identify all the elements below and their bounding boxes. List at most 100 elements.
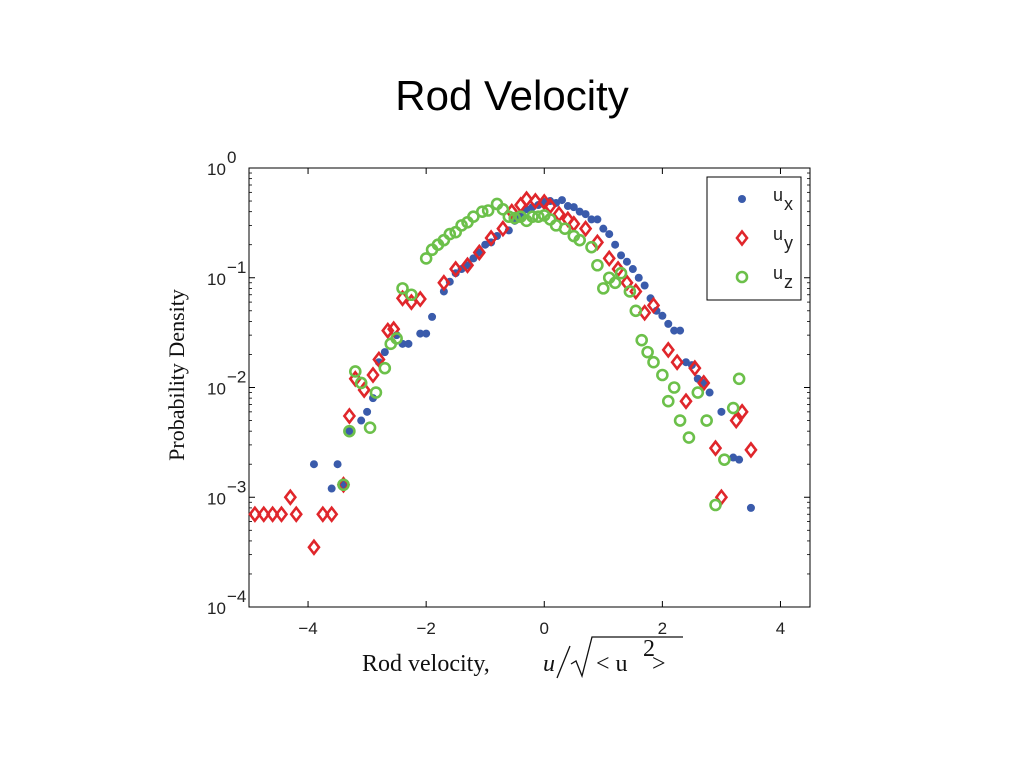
data-point-z [558,222,572,235]
data-point-x [611,240,620,249]
data-point-z [661,394,675,408]
data-point-y [496,220,510,238]
legend-box [706,176,802,301]
legend: u xu yu z [706,176,802,301]
data-point-z [475,205,489,218]
y-tick-label-base: 10 [207,160,226,179]
data-point-z [614,266,628,280]
y-tick-label-base: 10 [207,489,226,508]
data-point-x [658,311,667,320]
y-tick-label-exponent: −2 [227,368,246,387]
data-point-x [593,215,602,224]
data-point-z [597,282,610,295]
data-point-x [404,339,413,348]
data-point-x [327,484,336,493]
data-point-x [309,460,318,469]
data-point-x [735,455,744,464]
data-point-y [744,441,758,459]
x-axis-label-radicand-right: > [652,651,666,677]
data-point-x [617,251,626,260]
data-point-y [611,260,625,278]
data-point-y [325,505,339,523]
data-point-z [508,211,522,225]
data-point-x [345,427,354,436]
data-point-x [439,287,448,296]
legend-label-z: u [773,263,783,283]
data-point-x [705,388,714,397]
x-axis-label-exponent: 2 [643,636,655,662]
data-point-z [354,376,368,390]
data-point-x [634,273,643,282]
data-point-z [700,414,713,427]
legend-label-y: u [773,224,783,244]
data-point-y [537,193,551,211]
data-point-x [469,254,478,263]
data-point-x [428,312,437,321]
data-point-y [289,505,303,523]
data-point-y [670,353,684,371]
x-axis-label-radicand-left: < u [596,651,628,677]
legend-marker-x [738,195,746,203]
y-tick-label-exponent: 0 [227,148,236,167]
data-point-z [378,361,392,375]
x-tick-label: 0 [540,619,549,638]
x-axis: −4 −2 0 2 4 [298,168,785,638]
data-point-y [729,411,743,430]
data-point-x [622,257,631,266]
data-point-y [519,190,534,208]
data-point-z [348,365,362,378]
legend-marker-z [735,270,749,284]
data-point-y [543,197,557,215]
data-point-y [316,505,330,523]
data-point-x [664,319,673,328]
x-axis-label-slash [556,645,571,679]
data-point-x [557,196,566,205]
data-point-y [697,374,711,392]
data-point-z [390,332,403,345]
legend-subscript-z: z [784,272,793,292]
data-point-y [708,439,723,457]
data-point-z [496,203,510,216]
slide-title: Rod Velocity [395,72,629,119]
x-axis-label: Rod velocity, u < u 2 > [362,636,683,679]
data-point-z [656,368,669,382]
data-point-z [343,424,356,438]
data-point-z [363,421,377,435]
data-point-y [342,407,357,425]
data-point-y [307,538,321,556]
x-axis-label-prefix: Rod velocity, [362,651,490,677]
data-point-z [526,210,539,223]
data-point-z [573,233,586,247]
data-point-z [405,288,418,302]
data-point-z [502,210,516,223]
x-tick-label: −2 [416,619,435,638]
y-axis-label: Probability Density [164,289,189,461]
data-point-z [667,381,681,394]
data-point-y [661,341,675,359]
y-tick-label-base: 10 [207,599,226,618]
data-point-y [620,274,634,292]
series-z [337,197,746,512]
y-tick-label-base: 10 [207,380,226,399]
data-point-z [709,498,722,512]
data-point-x [717,407,726,416]
y-tick-label-base: 10 [207,270,226,289]
data-point-x [681,358,690,367]
y-tick-label-exponent: −4 [227,587,246,606]
data-point-x [357,416,366,425]
data-point-z [641,345,654,359]
data-point-x [605,230,614,239]
legend-subscript-y: y [784,233,793,253]
data-point-z [682,431,696,444]
data-point-z [443,227,457,241]
data-point-x [581,210,590,219]
data-point-y [484,229,498,247]
data-point-y [274,505,289,523]
data-point-z [691,386,705,399]
data-point-z [337,478,350,492]
data-point-y [629,282,643,301]
y-tick-label-exponent: −1 [227,258,246,277]
data-point-x [333,460,342,469]
data-point-y [602,249,616,268]
